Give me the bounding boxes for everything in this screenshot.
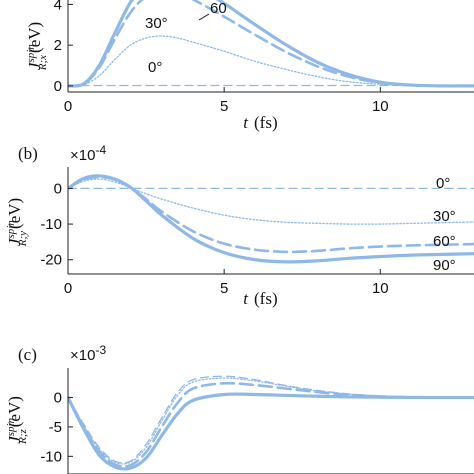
panel-c-ylabel-sub: R;z	[17, 429, 29, 445]
panel-b: (b) ×10-4 JspinR;y(eV) 0-10-200 5 10 t (fs…	[5, 143, 474, 308]
panel-b-ylabel-sub: R;y	[17, 231, 29, 247]
panel-a-ytick-label: 0	[54, 78, 62, 95]
panel-a-annotation-60: 60	[210, 0, 227, 17]
panel-b-exponent-power: -4	[95, 143, 106, 157]
panel-b-series-30deg-line	[68, 178, 474, 225]
panel-a-plot-area: 0 2 4 0 5 10	[54, 0, 474, 115]
panel-c-ylabel-unit: (eV)	[5, 396, 24, 427]
panel-b-ylabel-main: J	[5, 237, 24, 246]
panel-a-ytick-label: 2	[54, 37, 62, 54]
panel-b-xlabel-unit: (fs)	[254, 289, 278, 308]
panel-b-exponent-base: ×10	[70, 147, 95, 164]
panel-c-ytick-label: 0	[54, 389, 62, 406]
panel-a-xlabel-unit: (fs)	[254, 113, 278, 132]
panel-b-ytick-label: 0	[54, 180, 62, 197]
panel-c-series-30deg-line	[68, 377, 474, 465]
panel-a-series-90deg-line	[68, 0, 474, 88]
panel-b-ylabel: JspinR;y (eV)	[5, 198, 29, 247]
panel-c-series-90deg-line	[68, 392, 474, 471]
panel-c-ytick-label: -10	[40, 448, 62, 465]
panel-a-series-group	[68, 0, 474, 88]
panel-b-ylabel-unit: (eV)	[5, 198, 24, 229]
panel-a-annotation-0: 0°	[148, 59, 162, 76]
panel-c-ytick-label: -5	[49, 419, 62, 436]
panel-a-series-60deg-line	[68, 0, 474, 88]
panel-c-series-0deg-line	[68, 375, 474, 464]
panel-b-ytick-label: -10	[40, 216, 62, 233]
panel-b-ytick-label: -20	[40, 252, 62, 269]
panel-c-exponent-base: ×10	[70, 347, 95, 364]
panel-a-xlabel: t (fs)	[243, 113, 277, 132]
panel-a-ylabel-sub: R;x	[37, 55, 49, 71]
panel-b-annotation-30: 30°	[433, 208, 456, 225]
panel-c-exponent: ×10-3	[70, 343, 106, 364]
panel-b-series-90deg-line	[68, 174, 474, 264]
panel-b-xtick-label: 0	[64, 280, 72, 297]
panel-a-xtick-label: 5	[220, 98, 228, 115]
panel-b-xlabel: t (fs)	[243, 289, 277, 308]
panel-c-plot-area: 0 -5 -10	[40, 368, 474, 474]
panel-c-ylabel-main: J	[5, 435, 24, 444]
panel-a-ylabel-sup: spin	[25, 44, 37, 63]
panel-a-ylabel: JspinR;x (eV)	[25, 22, 49, 71]
panel-c-ylabel: JspinR;z (eV)	[5, 396, 29, 445]
panel-b-label: (b)	[18, 144, 38, 163]
panel-b-xlabel-main: t	[243, 289, 249, 308]
panel-a-xlabel-main: t	[243, 113, 249, 132]
panel-b-exponent: ×10-4	[70, 143, 106, 164]
panel-b-annotation-0: 0°	[436, 175, 450, 192]
panel-a-annotation-30: 30°	[145, 15, 168, 32]
panel-c: (c) ×10-3 JspinR;z (eV) 0 -5 -10	[5, 343, 474, 474]
panel-a-ylabel-main: J	[25, 61, 44, 70]
panel-a-series-30deg-line	[68, 35, 474, 87]
panel-a-xtick-label: 10	[372, 98, 389, 115]
panel-c-ylabel-sup: spin	[5, 417, 17, 436]
panel-c-series-group	[68, 375, 474, 471]
panel-a-xtick-label: 0	[64, 98, 72, 115]
panel-b-xtick-label: 5	[220, 280, 228, 297]
panel-a-annotation-60-pointer	[198, 13, 210, 21]
panel-a-ytick-label: 4	[54, 0, 62, 13]
panel-b-xtick-label: 10	[372, 280, 389, 297]
panel-b-series-group	[68, 174, 474, 264]
panel-b-plot-area: 0-10-200 5 10	[40, 167, 474, 297]
panel-b-annotation-90: 90°	[433, 257, 456, 274]
panel-c-label: (c)	[18, 345, 37, 364]
panel-b-annotation-60: 60°	[433, 233, 456, 250]
panel-b-ylabel-sup: spin	[5, 220, 17, 239]
panel-c-exponent-power: -3	[95, 343, 106, 357]
panel-a: JspinR;x (eV) 0 2 4 0 5 10 t (fs) 60 30° 0°	[25, 0, 474, 132]
panel-a-ylabel-unit: (eV)	[25, 22, 44, 53]
